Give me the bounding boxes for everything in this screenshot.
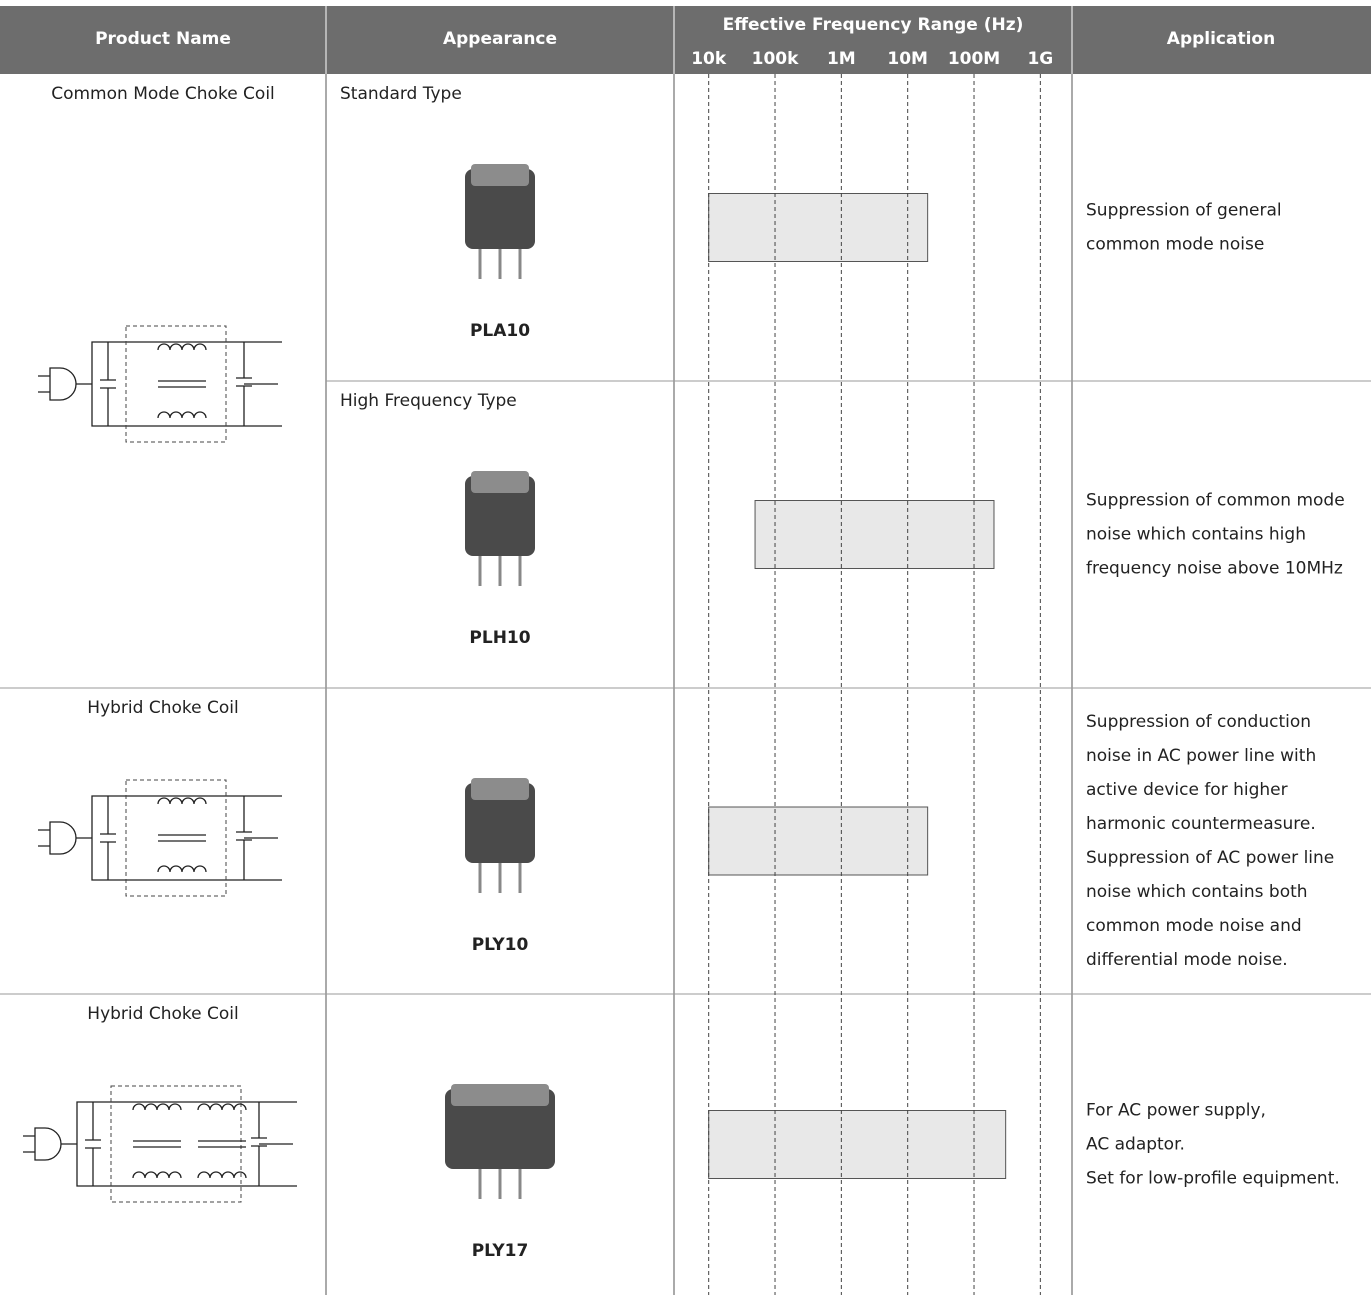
application-text: frequency noise above 10MHz bbox=[1086, 559, 1343, 579]
image-part bbox=[471, 471, 529, 493]
part-number: PLA10 bbox=[470, 321, 530, 341]
circuit-part bbox=[76, 795, 282, 881]
header-application: Application bbox=[1167, 29, 1275, 49]
application-text: For AC power supply, bbox=[1086, 1101, 1266, 1121]
circuit-diagram bbox=[38, 325, 282, 443]
frequency-bar bbox=[708, 193, 929, 262]
circuit-part bbox=[100, 342, 116, 426]
part-number: PLY10 bbox=[472, 935, 529, 955]
product-name: Hybrid Choke Coil bbox=[87, 698, 238, 718]
part-number: PLH10 bbox=[469, 628, 530, 648]
image-part bbox=[471, 164, 529, 186]
circuit-part bbox=[157, 797, 207, 805]
circuit-part bbox=[100, 796, 116, 880]
product-name: Common Mode Choke Coil bbox=[51, 84, 275, 104]
circuit-part bbox=[38, 367, 77, 401]
application-text: Suppression of conduction bbox=[1086, 712, 1311, 732]
header-appearance: Appearance bbox=[443, 29, 557, 49]
x-tick-label: 10k bbox=[691, 49, 727, 69]
application-text: Suppression of AC power line bbox=[1086, 848, 1334, 868]
appearance-type: High Frequency Type bbox=[340, 391, 517, 411]
application-text: noise which contains both bbox=[1086, 882, 1308, 902]
application-text: differential mode noise. bbox=[1086, 950, 1288, 970]
circuit-part bbox=[85, 1102, 101, 1186]
circuit-part bbox=[76, 341, 282, 427]
application-text: AC adaptor. bbox=[1086, 1135, 1185, 1155]
product-name: Hybrid Choke Coil bbox=[87, 1004, 238, 1024]
circuit-part bbox=[125, 325, 227, 443]
circuit-part bbox=[132, 1171, 182, 1179]
circuit-part bbox=[197, 1171, 247, 1179]
part-number: PLY17 bbox=[472, 1241, 529, 1261]
circuit-part bbox=[125, 779, 227, 897]
product-image bbox=[465, 778, 535, 893]
image-part bbox=[445, 1089, 555, 1169]
product-image bbox=[445, 1084, 555, 1199]
frequency-bar bbox=[708, 1110, 1007, 1179]
application-text: Suppression of general bbox=[1086, 201, 1282, 221]
circuit-part bbox=[110, 1085, 242, 1203]
circuit-part bbox=[132, 1103, 182, 1111]
circuit-diagram bbox=[38, 779, 282, 897]
image-part bbox=[465, 783, 535, 863]
circuit-part bbox=[158, 380, 206, 388]
application-text: noise in AC power line with bbox=[1086, 746, 1316, 766]
circuit-diagram bbox=[23, 1085, 297, 1203]
circuit-part bbox=[157, 411, 207, 419]
circuit-part bbox=[236, 796, 278, 880]
application-text: common mode noise and bbox=[1086, 916, 1302, 936]
x-tick-label: 1G bbox=[1027, 49, 1053, 69]
circuit-part bbox=[198, 1140, 246, 1148]
header-bg bbox=[0, 6, 1371, 74]
circuit-part bbox=[197, 1103, 247, 1111]
circuit-part bbox=[61, 1101, 297, 1187]
appearance-type: Standard Type bbox=[340, 84, 462, 104]
circuit-part bbox=[133, 1140, 181, 1148]
application-text: Suppression of common mode bbox=[1086, 491, 1345, 511]
circuit-part bbox=[236, 342, 278, 426]
x-tick-label: 100M bbox=[948, 49, 1000, 69]
circuit-part bbox=[251, 1102, 293, 1186]
image-part bbox=[471, 778, 529, 800]
image-part bbox=[451, 1084, 549, 1106]
circuit-part bbox=[38, 821, 77, 855]
x-tick-label: 100k bbox=[752, 49, 799, 69]
frequency-bar bbox=[754, 500, 995, 569]
image-part bbox=[465, 476, 535, 556]
frequency-bar bbox=[708, 806, 929, 876]
circuit-part bbox=[157, 343, 207, 351]
x-tick-label: 10M bbox=[887, 49, 928, 69]
circuit-part bbox=[157, 865, 207, 873]
application-text: Set for low-profile equipment. bbox=[1086, 1169, 1340, 1189]
circuit-part bbox=[23, 1127, 62, 1161]
application-text: common mode noise bbox=[1086, 235, 1264, 255]
x-tick-label: 1M bbox=[827, 49, 856, 69]
product-image bbox=[465, 471, 535, 586]
header-product: Product Name bbox=[95, 29, 231, 49]
image-part bbox=[465, 169, 535, 249]
application-text: harmonic countermeasure. bbox=[1086, 814, 1316, 834]
circuit-part bbox=[158, 834, 206, 842]
header-frequency: Effective Frequency Range (Hz) bbox=[723, 15, 1024, 35]
application-text: active device for higher bbox=[1086, 780, 1288, 800]
product-image bbox=[465, 164, 535, 279]
application-text: noise which contains high bbox=[1086, 525, 1306, 545]
